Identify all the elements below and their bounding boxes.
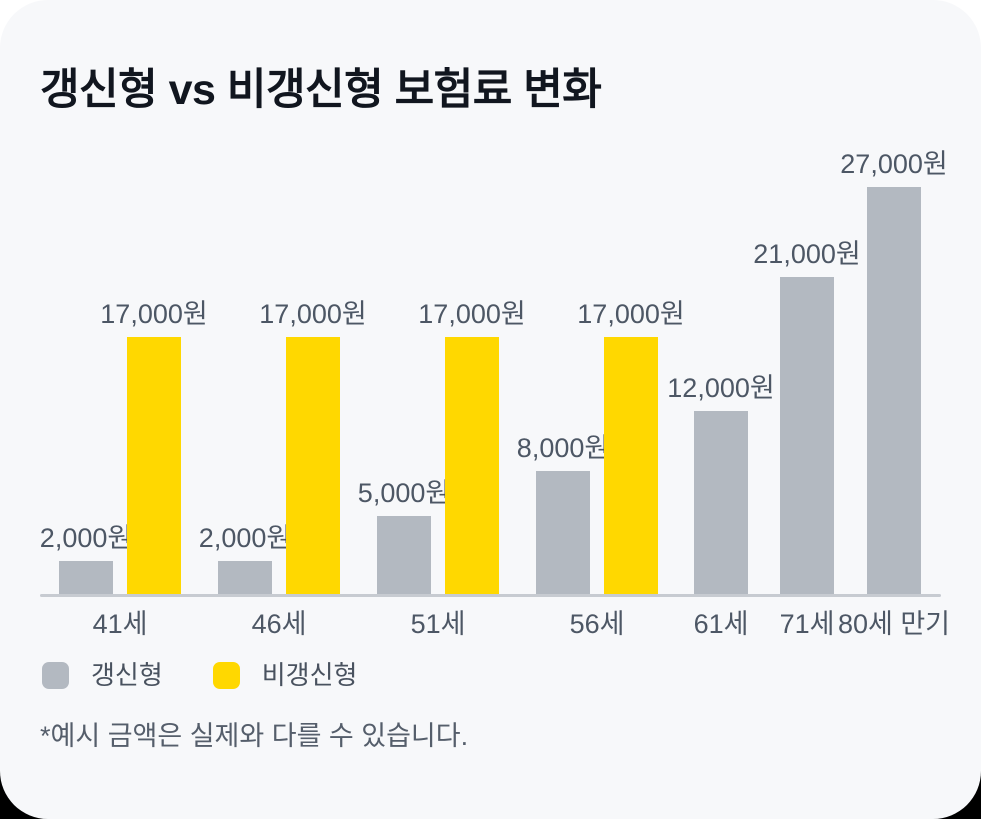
x-axis-label-2: 46세: [251, 609, 307, 639]
bar-renewal-2: [218, 561, 272, 594]
bar-renewal-5: [694, 411, 748, 594]
bar-renewal-1: [59, 561, 113, 594]
x-axis-labels: 41세 46세 51세 56세 61세 71세 80세 만기: [0, 608, 981, 642]
x-axis-label-5: 61세: [693, 609, 749, 639]
bar-value-label-non-renewal-4: 17,000원: [577, 299, 685, 329]
bar-non-renewal-3: [445, 337, 499, 594]
x-axis-line: [40, 594, 941, 597]
bar-value-label-non-renewal-1: 17,000원: [100, 299, 208, 329]
chart-legend: 갱신형 비갱신형: [42, 661, 357, 689]
legend-swatch-renewal: [42, 661, 69, 689]
legend-label-non-renewal: 비갱신형: [261, 660, 358, 690]
bar-value-label-renewal-7: 27,000원: [840, 149, 948, 179]
legend-label-renewal: 갱신형: [91, 660, 163, 690]
bar-value-label-renewal-2: 2,000원: [198, 523, 292, 553]
bar-value-label-non-renewal-2: 17,000원: [259, 299, 367, 329]
legend-swatch-non-renewal: [212, 661, 240, 689]
x-axis-label-6: 71세: [779, 609, 835, 639]
bar-value-label-non-renewal-3: 17,000원: [418, 299, 526, 329]
bar-renewal-6: [780, 277, 834, 594]
bar-non-renewal-4: [604, 337, 658, 594]
bar-value-label-renewal-4: 8,000원: [516, 433, 610, 463]
legend-item-non-renewal: 비갱신형: [212, 660, 358, 690]
bar-value-label-renewal-3: 5,000원: [357, 478, 451, 508]
bar-non-renewal-1: [127, 337, 181, 594]
x-axis-label-1: 41세: [92, 609, 148, 639]
x-axis-label-7: 80세 만기: [837, 609, 951, 639]
bar-value-label-renewal-5: 12,000원: [667, 373, 775, 403]
bar-renewal-7: [867, 187, 921, 594]
x-axis-label-4: 56세: [569, 609, 625, 639]
bar-renewal-4: [536, 471, 590, 594]
plot-area: 2,000원 17,000원 2,000원 17,000원 5,000원 17,000원 8…: [39, 149, 948, 594]
page-title: 갱신형 vs 비갱신형 보험료 변화: [40, 66, 602, 114]
bar-value-label-renewal-1: 2,000원: [39, 523, 133, 553]
bar-renewal-3: [377, 516, 431, 594]
legend-item-renewal: 갱신형: [42, 660, 163, 690]
footnote: *예시 금액은 실제와 다를 수 있습니다.: [40, 721, 469, 751]
bar-value-label-renewal-6: 21,000원: [753, 239, 861, 269]
x-axis-label-3: 51세: [410, 609, 466, 639]
bar-non-renewal-2: [286, 337, 340, 594]
